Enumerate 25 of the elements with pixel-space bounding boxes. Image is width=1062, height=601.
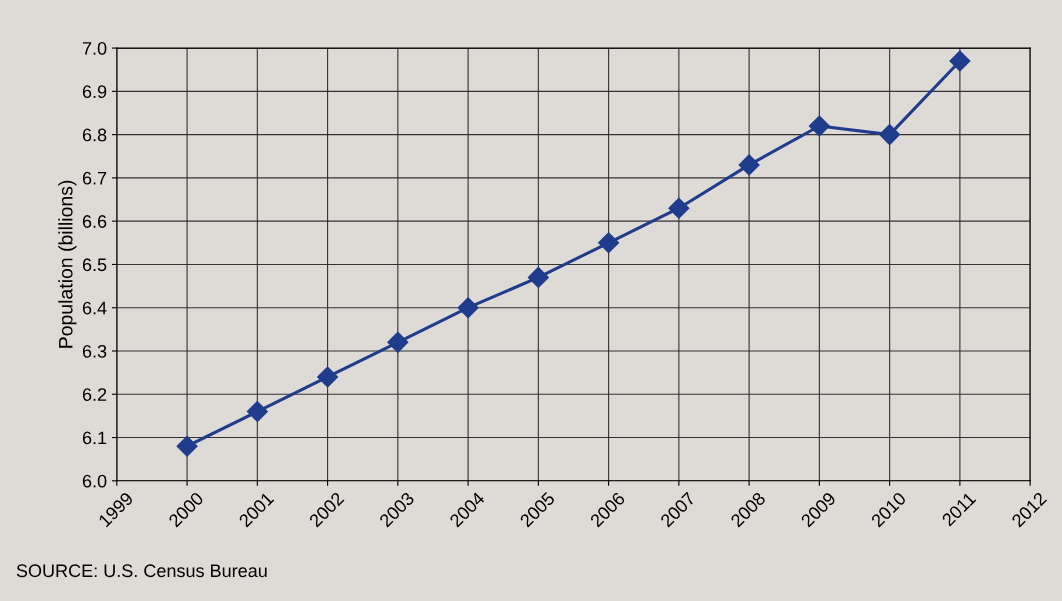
point [176,435,198,457]
point [246,401,268,423]
y-tick-label: 6.4 [82,301,107,315]
y-tick-label: 6.9 [82,85,107,99]
y-tick-label: 6.2 [82,388,107,401]
y-tick-label: 6.0 [82,474,107,488]
point [668,197,690,219]
y-tick-label: 6.3 [82,344,107,358]
y-tick-label: 6.6 [82,215,107,228]
source-note: SOURCE: U.S. Census Bureau [16,564,267,578]
point [387,331,409,353]
y-axis-title: Population (billions) [58,180,77,348]
y-tick-label: 6.1 [82,431,107,445]
y-tick-label: 7.0 [82,42,107,55]
point [738,154,760,176]
point [527,266,549,288]
point [879,124,901,146]
point [808,115,830,137]
y-tick-label: 6.7 [82,171,107,185]
point [949,50,971,72]
y-tick-label: 6.5 [82,258,107,272]
point [457,297,479,319]
point [598,232,620,254]
y-tick-label: 6.8 [82,128,107,142]
point [317,366,339,388]
